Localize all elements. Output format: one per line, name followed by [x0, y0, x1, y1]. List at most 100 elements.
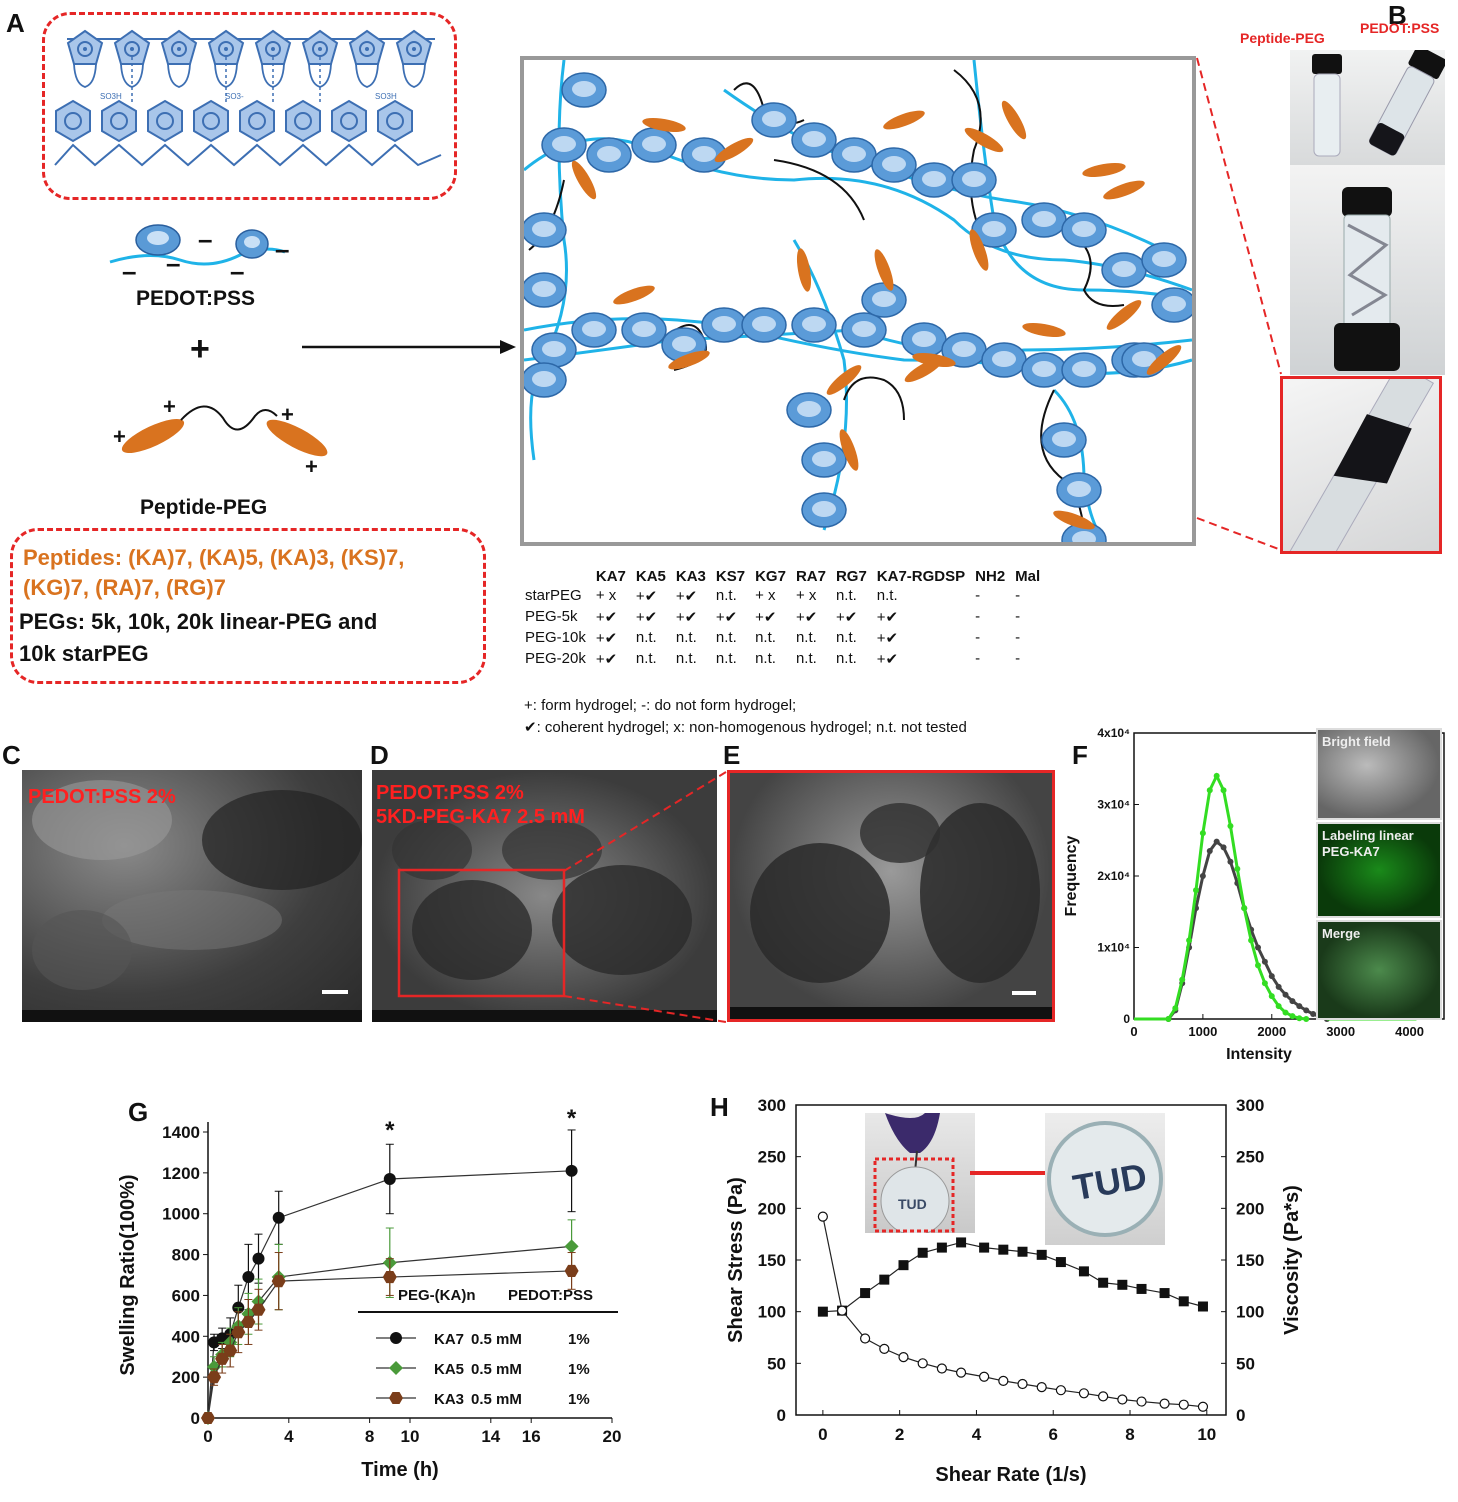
chart-h-ytick: 250 [758, 1148, 786, 1167]
chart-f-point [1206, 847, 1213, 854]
chart-f-series-line [1167, 772, 1307, 1021]
table-cell: n.t. [715, 629, 737, 646]
chart-f-point [1310, 1010, 1317, 1017]
table-row: starPEG + x +✔ +✔ n.t. + x + x n.t. n.t. - - [520, 585, 1045, 606]
table-cell: +✔ [595, 608, 618, 626]
chart-g-ylabel: Swelling Ratio(100%) [117, 1174, 139, 1375]
chart-g-point [564, 1264, 579, 1277]
zoom-lines-e [563, 771, 727, 1023]
chart-h-ytick: 50 [767, 1354, 786, 1373]
chart-f-ytick: 3x10⁴ [1097, 798, 1130, 812]
bright-field-image: Bright field [1316, 728, 1442, 820]
chart-g-point [223, 1344, 238, 1357]
chart-g-legend-name: KA3 [434, 1391, 464, 1408]
chart-h-point [898, 1260, 909, 1271]
plus-sign: + [190, 330, 210, 368]
chart-h-point [917, 1247, 928, 1258]
chart-h-xlabel: Shear Rate (1/s) [935, 1464, 1086, 1486]
chart-g-legend-name: KA5 [434, 1361, 464, 1378]
table-cell: - [1015, 608, 1021, 625]
chart-f-point [1199, 830, 1206, 837]
chart-g-point [564, 1239, 579, 1254]
pedot-pss-cartoon: – –– –– [109, 224, 289, 286]
svg-text:+: + [113, 424, 126, 449]
chart-f-xtick: 4000 [1395, 1024, 1424, 1039]
table-header-mal: Mal [1015, 568, 1041, 585]
table-header-nh2: NH2 [975, 568, 1006, 585]
chart-h-point [1078, 1388, 1090, 1399]
chart-h-series-line [822, 1216, 1204, 1408]
chart-f-point [1213, 838, 1220, 845]
table-cell: n.t. [715, 650, 737, 667]
chart-f-point [1227, 822, 1234, 829]
table-cell: - [975, 587, 981, 604]
chart-f-point [1255, 944, 1261, 951]
chart-g-significance: * [385, 1117, 395, 1144]
chart-g: 0 200 400 600 800 1000 1200 1400 0 4 8 10 14 16 20 Time… [117, 1105, 621, 1481]
so3h-label: SO3H [100, 92, 122, 101]
pedot-pss-label: PEDOT:PSS [136, 287, 256, 310]
chart-f-point [1255, 962, 1261, 969]
chart-h-y2tick: 100 [1236, 1303, 1264, 1322]
tud-text-small: TUD [898, 1196, 927, 1212]
table-header-ka5: KA5 [635, 568, 666, 585]
panel-letter-h: H [710, 1092, 729, 1122]
chart-g-ytick: 0 [191, 1409, 200, 1428]
svg-text:–: – [122, 256, 136, 286]
chart-f-point [1220, 787, 1227, 794]
chart-h-point [1036, 1382, 1047, 1393]
chart-h-ytick: 300 [758, 1096, 786, 1115]
chart-g-point [565, 1164, 578, 1177]
chart-f-point [1275, 983, 1282, 990]
chart-h-xtick: 6 [1048, 1425, 1057, 1444]
chart-g-legend-header: PEG-(KA)n [398, 1287, 476, 1304]
pegs-line-1: PEGs: 5k, 10k, 20k linear-PEG and [19, 609, 378, 634]
chart-g-point [241, 1315, 256, 1329]
table-cell: starPEG [525, 587, 582, 604]
panel-letter-e: E [723, 740, 741, 770]
chart-f-ytick: 1x10⁴ [1097, 941, 1130, 955]
chart-f-point [1179, 976, 1186, 983]
chart-f-point [1234, 865, 1241, 872]
b-peptide-peg-label: Peptide-PEG [1240, 30, 1325, 46]
tud-dish-photo: TUD [1045, 1113, 1165, 1245]
table-cell: - [1015, 650, 1021, 667]
table-cell: +✔ [675, 608, 698, 626]
labeling-image: Labeling linear PEG-KA7 [1316, 822, 1442, 918]
pegs-line-2: 10k starPEG [19, 641, 149, 666]
chart-f-point [1193, 887, 1199, 894]
chart-h-ytick: 200 [758, 1199, 786, 1218]
chart-h-point [860, 1288, 871, 1299]
svg-text:–: – [275, 234, 289, 264]
chart-f-point [1289, 998, 1296, 1005]
chart-h-point [879, 1274, 890, 1285]
chart-g-legend-pedot: 1% [568, 1361, 590, 1378]
table-cell: n.t. [755, 629, 776, 646]
chart-g-point [207, 1359, 222, 1374]
merge-image: Merge [1316, 920, 1442, 1020]
chart-h-point [879, 1343, 890, 1354]
chart-g-xtick: 0 [203, 1427, 212, 1446]
chart-h-y2label: Viscosity (Pa*s) [1281, 1185, 1303, 1335]
chart-h-point [1178, 1399, 1189, 1410]
table-cell: n.t. [835, 629, 857, 646]
panel-letter-f: F [1072, 740, 1088, 770]
table-cell: +✔ [715, 608, 738, 626]
table-legend: +: form hydrogel; -: do not form hydroge… [524, 695, 967, 739]
chart-f-xtick: 1000 [1188, 1024, 1217, 1039]
structure-box: SO3H SO3- SO3H [42, 12, 457, 200]
chart-f-ytick: 0 [1123, 1012, 1130, 1026]
chart-h-point [936, 1242, 947, 1253]
table-cell: +✔ [595, 650, 618, 668]
chart-f-point [1303, 1007, 1310, 1014]
chart-f-xtick: 2000 [1257, 1024, 1286, 1039]
svg-text:+: + [281, 402, 294, 427]
table-cell: n.t. [755, 650, 776, 667]
table-cell: PEG-10k [525, 629, 586, 646]
chart-f-point [1241, 905, 1248, 912]
chart-g-ytick: 800 [172, 1246, 200, 1265]
chart-f: 0 1x10⁴ 2x10⁴ 3x10⁴ 4x10⁴ 0 1000 2000 3000 4000 In… [1063, 726, 1445, 1063]
chart-g-point [252, 1252, 265, 1265]
chart-f-point [1282, 1009, 1289, 1016]
table-header-blank [520, 568, 591, 585]
